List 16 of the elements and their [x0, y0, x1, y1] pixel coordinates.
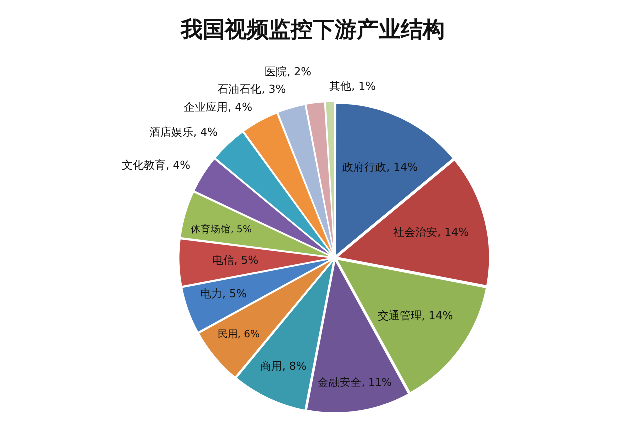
slice-label: 电力, 5%: [200, 288, 247, 301]
slice-label: 体育场馆, 5%: [190, 224, 252, 236]
slice-label: 电信, 5%: [212, 254, 259, 267]
slice-label: 政府行政, 14%: [342, 160, 418, 174]
slice-label: 酒店娱乐, 4%: [149, 126, 218, 140]
slice-label: 企业应用, 4%: [184, 101, 253, 114]
slice-label: 文化教育, 4%: [122, 159, 191, 172]
slice-label: 医院, 2%: [265, 65, 312, 78]
slice-label: 商用, 8%: [260, 360, 307, 374]
slice-label: 社会治安, 14%: [394, 226, 470, 240]
slice-label: 民用, 6%: [218, 330, 260, 341]
chart-title: 我国视频监控下游产业结构: [181, 16, 445, 45]
slice-label: 其他, 1%: [330, 80, 376, 93]
slice-label: 交通管理, 14%: [378, 309, 454, 322]
slice-label: 金融安全, 11%: [318, 376, 392, 390]
slice-label: 石油石化, 3%: [218, 82, 286, 96]
